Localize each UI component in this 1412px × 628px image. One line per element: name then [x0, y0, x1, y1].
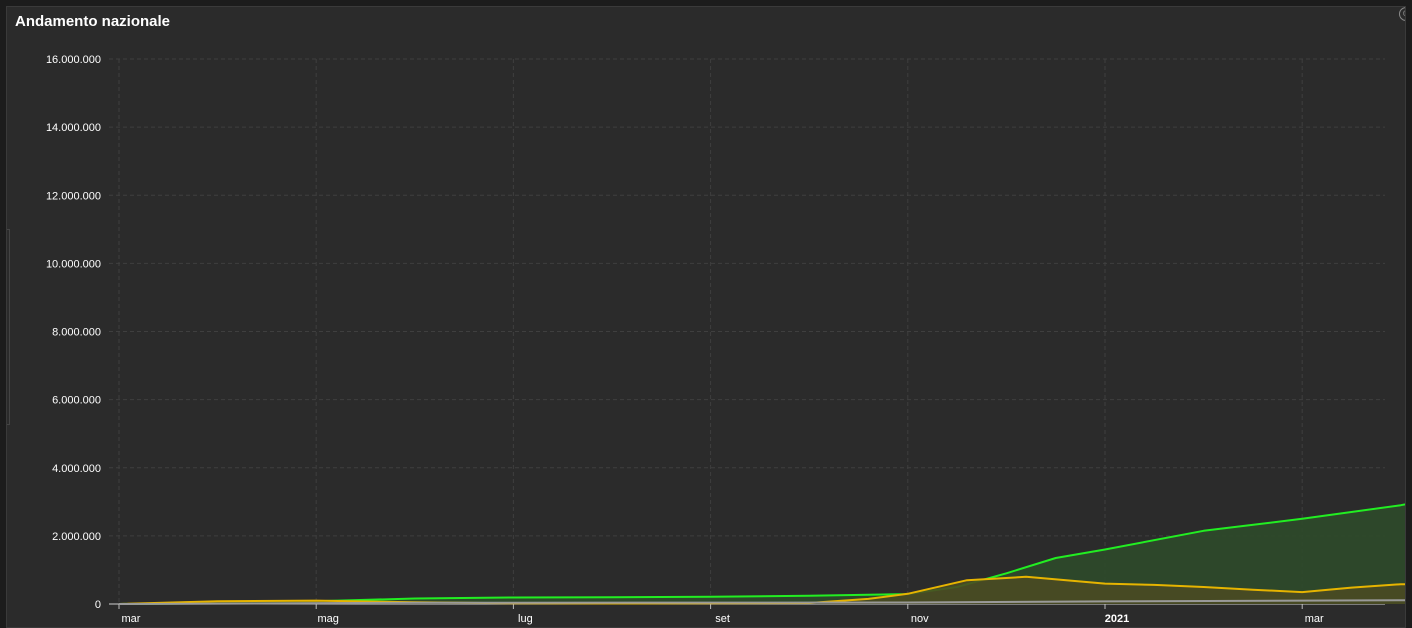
y-tick-label: 4.000.000	[52, 463, 101, 475]
y-tick-label: 16.000.000	[46, 54, 101, 66]
series-area-1	[119, 576, 1405, 604]
x-tick-label: set	[715, 613, 730, 625]
series-area-0	[119, 504, 1405, 604]
x-tick-label: mag	[317, 613, 338, 625]
x-tick-label: mar	[122, 613, 141, 625]
x-tick-label: nov	[911, 613, 929, 625]
y-tick-label: 2.000.000	[52, 531, 101, 543]
y-tick-label: 10.000.000	[46, 258, 101, 270]
chart-area: 0 2.000.000 4.000.000 6.000.000 8.000.000 10.…	[46, 54, 1405, 625]
series-line-2	[118, 599, 1405, 605]
chart-panel: Andamento nazionale ⊜ 02.000.0004.000.00…	[6, 6, 1406, 628]
x-tick-label: 2021	[1105, 613, 1129, 625]
chart-title: Andamento nazionale	[15, 13, 171, 30]
series-line-0	[118, 503, 1405, 605]
y-tick-label: 8.000.000	[52, 327, 101, 339]
x-tick-label: mar	[1305, 613, 1324, 625]
side-handle[interactable]	[7, 229, 10, 425]
y-tick-label: 6.000.000	[52, 395, 101, 407]
y-tick-label: 14.000.000	[46, 122, 101, 134]
y-tick-label: 0	[95, 599, 101, 611]
y-tick-label: 12.000.000	[46, 190, 101, 202]
x-tick-label: lug	[518, 613, 533, 625]
